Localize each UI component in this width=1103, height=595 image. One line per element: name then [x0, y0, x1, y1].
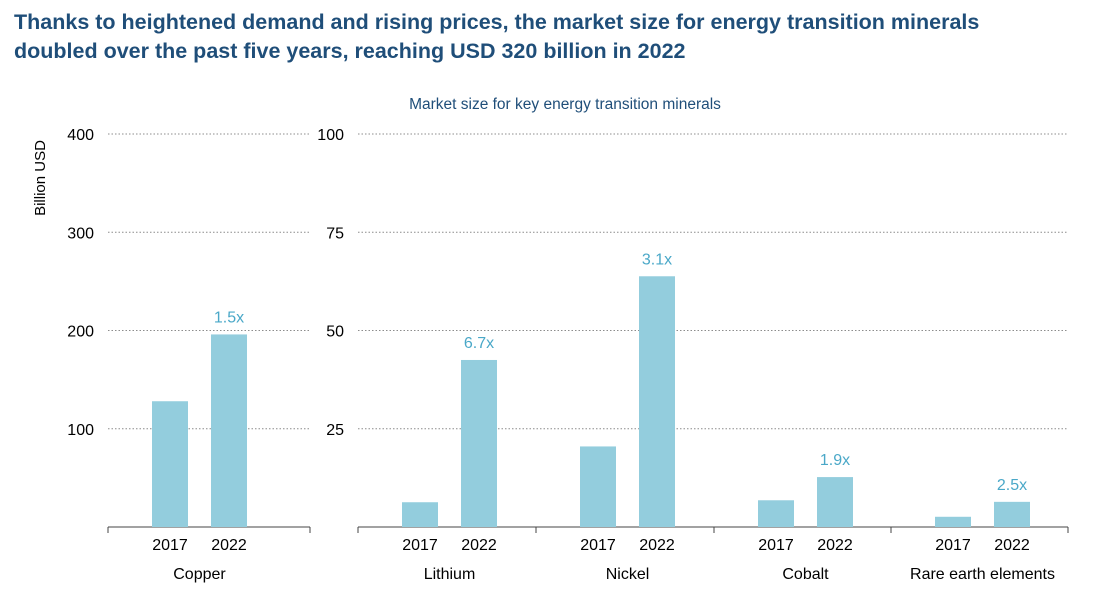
x-tick-label-lithium-2022: 2022: [461, 537, 497, 554]
growth-multiplier-copper: 1.5x: [214, 309, 244, 326]
bar-copper-2017: [152, 401, 188, 527]
category-label-cobalt: Cobalt: [782, 566, 829, 583]
bar-copper-2022: [211, 334, 247, 527]
chart-subtitle: Market size for key energy transition mi…: [409, 96, 721, 113]
headline-line-1: Thanks to heightened demand and rising p…: [14, 10, 980, 34]
x-tick-label-lithium-2017: 2017: [402, 537, 438, 554]
y-tick-label-200: 200: [67, 324, 94, 341]
category-label-copper: Copper: [173, 566, 226, 583]
x-tick-label-copper-2022: 2022: [211, 537, 247, 554]
bar-nickel-2017: [580, 446, 616, 527]
bar-nickel-2022: [639, 276, 675, 527]
x-tick-label-cobalt-2022: 2022: [817, 537, 853, 554]
y-tick-label-50: 50: [326, 324, 344, 341]
headline-line-2: doubled over the past five years, reachi…: [14, 39, 686, 63]
growth-multiplier-nickel: 3.1x: [642, 251, 672, 268]
bar-lithium-2022: [461, 359, 497, 527]
x-tick-label-nickel-2022: 2022: [639, 537, 675, 554]
y-tick-label-25: 25: [326, 422, 344, 439]
growth-multiplier-lithium: 6.7x: [464, 335, 494, 352]
y-tick-label-400: 400: [67, 127, 94, 144]
bar-cobalt-2022: [817, 477, 853, 527]
x-tick-label-cobalt-2017: 2017: [758, 537, 794, 554]
growth-multiplier-cobalt: 1.9x: [820, 452, 850, 469]
category-label-lithium: Lithium: [424, 566, 476, 583]
x-tick-label-rare-earth-elements-2022: 2022: [994, 537, 1030, 554]
category-label-rare-earth-elements: Rare earth elements: [910, 566, 1055, 583]
x-tick-label-rare-earth-elements-2017: 2017: [935, 537, 971, 554]
x-tick-label-copper-2017: 2017: [152, 537, 188, 554]
y-tick-label-300: 300: [67, 225, 94, 242]
other-minerals-panel: 25 50 75 100 2017 2022 6.7x Lithium 2017 2022 3.1x…: [317, 127, 1069, 583]
copper-panel: 100 200 300 400 2017 2022 1.5x Copper: [67, 127, 311, 583]
x-tick-label-nickel-2017: 2017: [580, 537, 616, 554]
y-axis-label: Billion USD: [32, 140, 49, 216]
y-tick-label-100: 100: [67, 422, 94, 439]
y-tick-label-75: 75: [326, 225, 344, 242]
bar-cobalt-2017: [758, 500, 794, 527]
category-label-nickel: Nickel: [606, 566, 650, 583]
bar-lithium-2017: [402, 502, 438, 527]
y-tick-label-100: 100: [317, 127, 344, 144]
growth-multiplier-rare-earth-elements: 2.5x: [997, 477, 1027, 494]
headline: Thanks to heightened demand and rising p…: [14, 8, 1099, 66]
bar-rare-earth-elements-2017: [935, 516, 971, 527]
bar-rare-earth-elements-2022: [994, 501, 1030, 527]
